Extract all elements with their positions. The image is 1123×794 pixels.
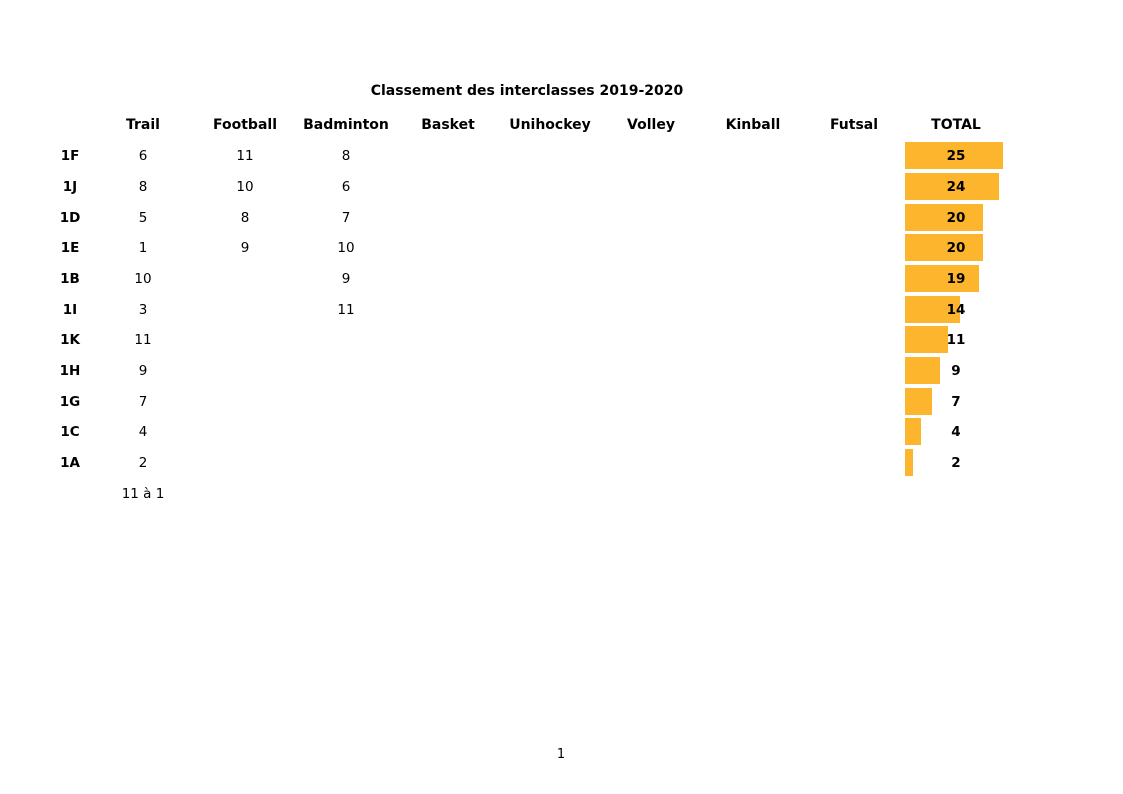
row-label: 1B (60, 271, 80, 287)
header-volley: Volley (627, 117, 675, 133)
trail-range-footnote: 11 à 1 (121, 486, 165, 502)
page-title: Classement des interclasses 2019-2020 (370, 83, 684, 99)
cell-trail: 5 (138, 210, 148, 226)
header-badminton: Badminton (303, 117, 389, 133)
cell-badminton: 10 (337, 240, 355, 256)
total-bar (905, 449, 913, 476)
cell-badminton: 8 (341, 148, 351, 164)
table-row: 1B 10 9 19 (0, 264, 1123, 295)
table-row: 1G 7 7 (0, 387, 1123, 418)
row-label: 1I (62, 302, 78, 318)
total-bar (905, 142, 1003, 169)
table-row: 1A 2 2 (0, 448, 1123, 479)
table-header-row: Trail Football Badminton Basket Unihocke… (0, 113, 1123, 138)
total-bar (905, 418, 921, 445)
cell-total: 25 (946, 148, 966, 164)
row-label: 1A (60, 455, 80, 471)
page-number: 1 (556, 747, 566, 762)
cell-badminton: 6 (341, 179, 351, 195)
cell-trail: 2 (138, 455, 148, 471)
footnote-row: 11 à 1 (0, 479, 1123, 510)
header-kinball: Kinball (725, 117, 781, 133)
cell-badminton: 7 (341, 210, 351, 226)
header-total: TOTAL (931, 117, 981, 133)
cell-badminton: 11 (337, 302, 355, 318)
row-label: 1C (60, 424, 80, 440)
row-label: 1E (60, 240, 80, 256)
table-row: 1E 1 9 10 20 (0, 233, 1123, 264)
cell-trail: 10 (134, 271, 152, 287)
table-row: 1D 5 8 7 20 (0, 203, 1123, 234)
table-row: 1J 8 10 6 24 (0, 172, 1123, 203)
table-row: 1K 11 11 (0, 325, 1123, 356)
cell-trail: 11 (134, 332, 152, 348)
total-bar (905, 234, 984, 261)
header-futsal: Futsal (829, 117, 879, 133)
cell-total: 9 (951, 363, 961, 379)
cell-total: 11 (946, 332, 966, 348)
total-bar (905, 265, 980, 292)
header-trail: Trail (126, 117, 160, 133)
cell-total: 24 (946, 179, 966, 195)
header-unihockey: Unihockey (509, 117, 591, 133)
cell-football: 9 (240, 240, 250, 256)
table-row: 1C 4 4 (0, 417, 1123, 448)
row-label: 1G (59, 394, 81, 410)
row-label: 1K (60, 332, 80, 348)
cell-total: 2 (951, 455, 961, 471)
row-label: 1H (59, 363, 81, 379)
cell-trail: 8 (138, 179, 148, 195)
cell-trail: 1 (138, 240, 148, 256)
cell-total: 19 (946, 271, 966, 287)
row-label: 1F (60, 148, 80, 164)
table-row: 1H 9 9 (0, 356, 1123, 387)
cell-football: 10 (236, 179, 254, 195)
cell-trail: 3 (138, 302, 148, 318)
cell-football: 11 (236, 148, 254, 164)
total-bar (905, 173, 1000, 200)
cell-trail: 7 (138, 394, 148, 410)
table-row: 1F 6 11 8 25 (0, 141, 1123, 172)
cell-trail: 9 (138, 363, 148, 379)
cell-total: 14 (946, 302, 966, 318)
total-bar (905, 204, 984, 231)
cell-total: 4 (951, 424, 961, 440)
table-row: 1I 3 11 14 (0, 295, 1123, 326)
cell-badminton: 9 (341, 271, 351, 287)
cell-trail: 6 (138, 148, 148, 164)
cell-total: 20 (946, 210, 966, 226)
row-label: 1J (62, 179, 78, 195)
total-bar (905, 357, 941, 384)
row-label: 1D (59, 210, 81, 226)
cell-total: 20 (946, 240, 966, 256)
cell-football: 8 (240, 210, 250, 226)
cell-trail: 4 (138, 424, 148, 440)
total-bar (905, 296, 960, 323)
total-bar (905, 388, 933, 415)
cell-total: 7 (951, 394, 961, 410)
header-basket: Basket (421, 117, 475, 133)
total-bar (905, 326, 949, 353)
header-football: Football (213, 117, 277, 133)
